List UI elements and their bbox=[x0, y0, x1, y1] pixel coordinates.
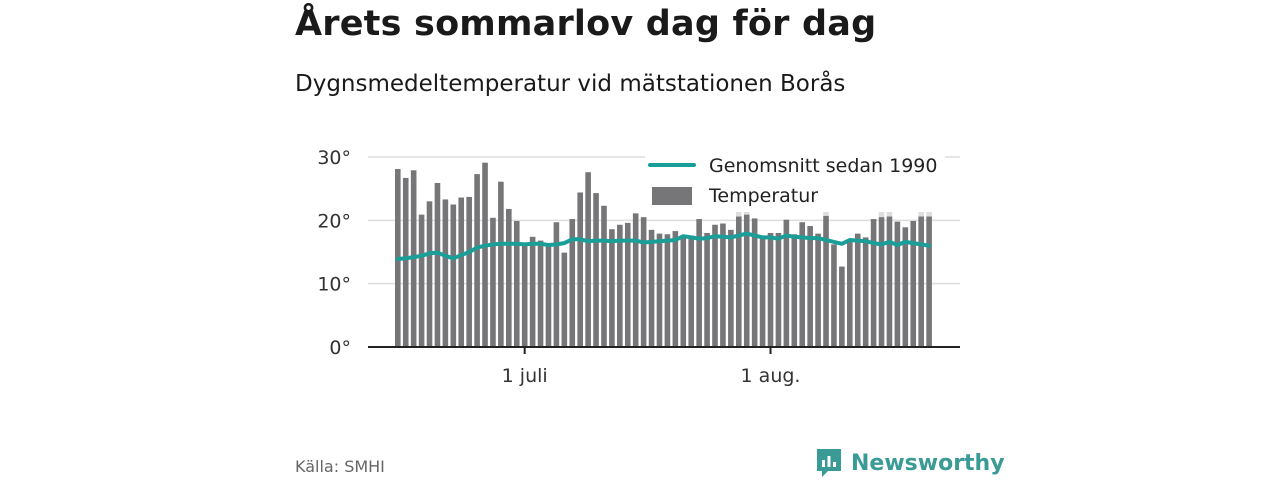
temperature-bar bbox=[640, 217, 647, 347]
temperature-bar bbox=[617, 224, 623, 347]
temperature-bar bbox=[624, 222, 631, 347]
temperature-bar bbox=[656, 233, 663, 347]
temperature-bar bbox=[799, 222, 806, 347]
temperature-bar bbox=[918, 216, 924, 347]
y-tick-label: 30° bbox=[317, 147, 351, 169]
temperature-bar bbox=[569, 219, 576, 347]
temperature-bar bbox=[442, 199, 449, 347]
temperature-bar bbox=[696, 219, 702, 347]
temperature-bar bbox=[815, 233, 821, 347]
temperature-bar bbox=[672, 231, 679, 347]
temperature-bar bbox=[704, 233, 710, 347]
temperature-bar bbox=[680, 234, 687, 347]
temperature-bar bbox=[862, 237, 869, 347]
temperature-bar bbox=[632, 213, 639, 347]
newsworthy-logo-icon bbox=[817, 449, 841, 477]
temperature-bar bbox=[735, 216, 742, 347]
temperature-bar bbox=[585, 172, 591, 347]
temperature-bar bbox=[728, 229, 734, 347]
legend-background bbox=[645, 150, 945, 212]
temperature-bar bbox=[434, 182, 441, 347]
chart-title: Årets sommarlov dag för dag bbox=[295, 4, 877, 44]
temperature-bar bbox=[783, 219, 790, 347]
temperature-bar bbox=[466, 196, 472, 347]
temperature-bar-faded bbox=[735, 210, 742, 217]
brand[interactable]: Newsworthy bbox=[815, 447, 1005, 479]
average-line-group bbox=[395, 231, 932, 261]
temperature-bar bbox=[839, 266, 845, 347]
temperature-bar bbox=[870, 219, 877, 347]
temperature-bar bbox=[847, 240, 853, 347]
temperature-bar bbox=[506, 208, 512, 347]
x-tick-label: 1 aug. bbox=[741, 365, 801, 387]
temperature-bar bbox=[521, 244, 528, 347]
y-tick-label: 0° bbox=[329, 337, 351, 359]
temperature-bar bbox=[450, 204, 457, 347]
temperature-bar bbox=[402, 177, 409, 347]
temperature-bar bbox=[664, 234, 671, 347]
temperature-bar bbox=[720, 223, 726, 347]
temperature-bar bbox=[831, 244, 837, 347]
temperature-bar bbox=[529, 236, 536, 347]
x-tick-label: 1 juli bbox=[502, 365, 548, 387]
temperature-bar bbox=[894, 221, 901, 347]
temperature-bar bbox=[561, 252, 568, 347]
temperature-bar bbox=[751, 218, 758, 347]
temperature-bar bbox=[854, 233, 861, 347]
chart-subtitle: Dygnsmedeltemperatur vid mätstationen Bo… bbox=[295, 71, 846, 97]
temperature-bar bbox=[609, 229, 615, 347]
temperature-bar bbox=[577, 192, 583, 347]
temperature-bar bbox=[926, 216, 932, 347]
temperature-bars bbox=[395, 162, 932, 347]
y-tick-label: 10° bbox=[317, 274, 351, 296]
temperature-bar bbox=[902, 227, 909, 347]
temperature-bar bbox=[791, 234, 798, 347]
temperature-bar bbox=[545, 245, 552, 347]
temperature-bar bbox=[759, 236, 766, 347]
average-line bbox=[395, 231, 932, 261]
brand-name: Newsworthy bbox=[851, 450, 1005, 476]
legend-label-average: Genomsnitt sedan 1990 bbox=[709, 155, 937, 177]
temperature-bar bbox=[878, 217, 885, 347]
temperature-bar bbox=[648, 229, 655, 347]
temperature-bar bbox=[426, 201, 433, 347]
temperature-bar bbox=[767, 233, 774, 347]
temperature-bar bbox=[490, 217, 496, 347]
temperature-bar bbox=[418, 214, 425, 347]
temperature-bar bbox=[553, 222, 560, 347]
legend-swatch-bar bbox=[652, 187, 692, 205]
temperature-bar bbox=[458, 197, 465, 347]
temperature-bar bbox=[823, 215, 829, 347]
temperature-bar bbox=[688, 235, 695, 347]
temperature-bar bbox=[537, 240, 544, 347]
temperature-bar-faded bbox=[926, 208, 932, 217]
temperature-bar bbox=[886, 216, 893, 347]
temperature-bar bbox=[910, 220, 917, 347]
temperature-bar bbox=[482, 162, 488, 347]
temperature-bar bbox=[743, 214, 750, 347]
temperature-bar bbox=[807, 226, 813, 347]
temperature-bar bbox=[601, 205, 607, 347]
temperature-bar bbox=[498, 181, 504, 347]
legend: Genomsnitt sedan 1990 Temperatur bbox=[645, 150, 945, 212]
temperature-bar bbox=[474, 174, 480, 347]
axes: 0° 10° 20° 30° 1 juli 1 aug. bbox=[317, 147, 960, 387]
temperature-bar bbox=[593, 193, 599, 347]
legend-label-temperature: Temperatur bbox=[708, 185, 818, 207]
temperature-bar-faded bbox=[823, 210, 829, 216]
temperature-bar bbox=[712, 224, 718, 347]
temperature-bar bbox=[513, 220, 520, 347]
source-note: Källa: SMHI bbox=[295, 457, 385, 476]
temperature-bar bbox=[775, 233, 782, 347]
y-tick-label: 20° bbox=[317, 210, 351, 232]
